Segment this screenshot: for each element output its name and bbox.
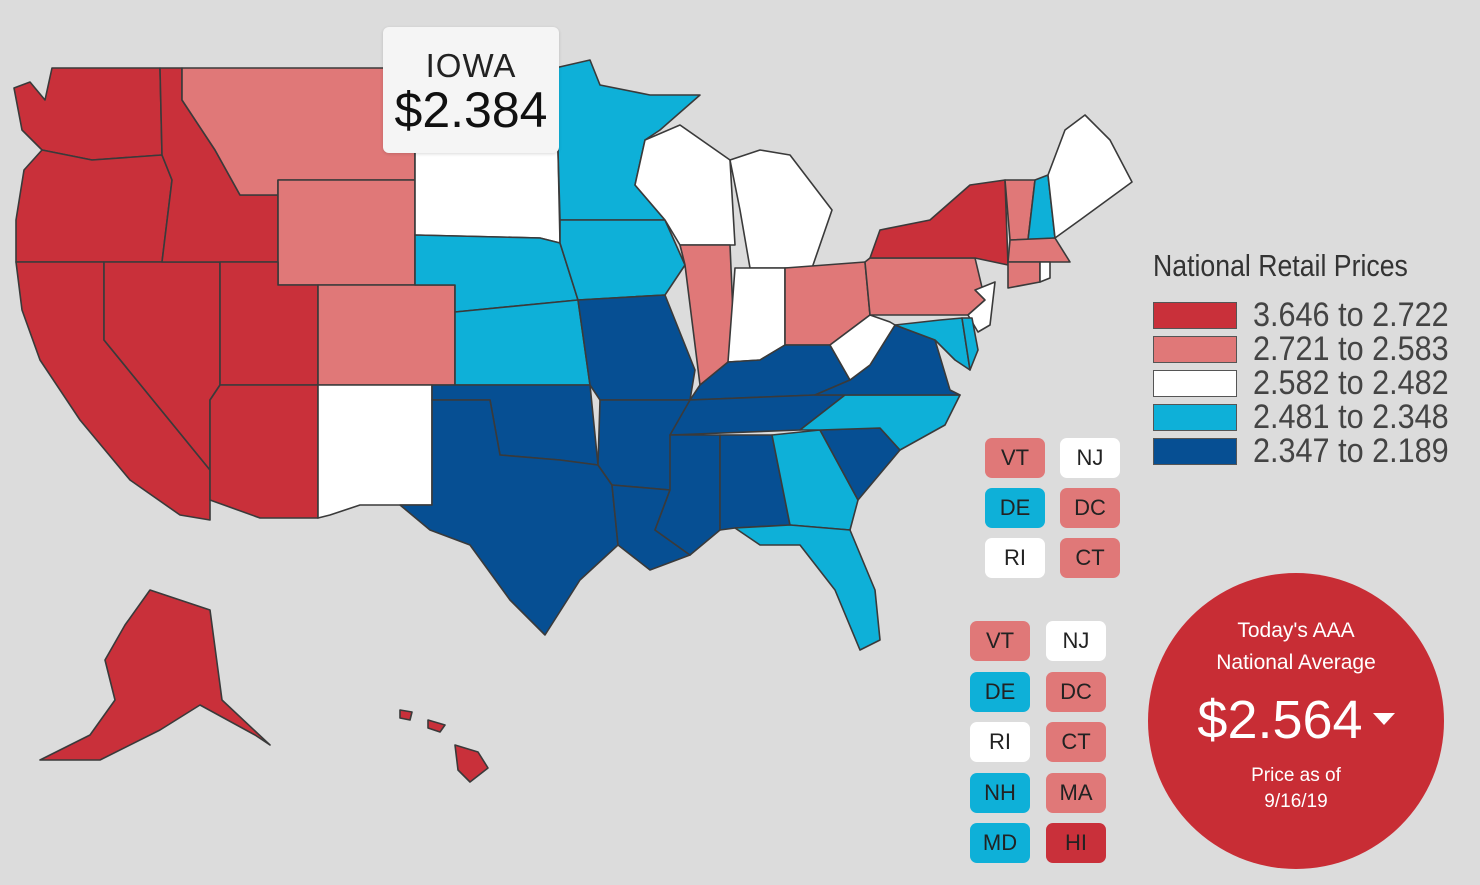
legend-row: 2.347 to 2.189 <box>1153 431 1470 470</box>
state-co[interactable] <box>317 284 456 386</box>
caret-down-icon <box>1372 712 1395 725</box>
legend-swatch <box>1153 403 1237 431</box>
state-ri[interactable] <box>1039 261 1051 283</box>
badge-line-2: National Average <box>1216 651 1376 674</box>
state-chip-vt[interactable]: VT <box>970 621 1030 661</box>
state-chip-ri[interactable]: RI <box>970 722 1030 762</box>
legend-swatch <box>1153 301 1237 329</box>
tooltip-price: $2.384 <box>394 82 548 138</box>
legend-title: National Retail Prices <box>1153 248 1408 283</box>
legend-row: 2.721 to 2.583 <box>1153 329 1470 368</box>
state-de[interactable] <box>961 317 979 371</box>
state-ak[interactable] <box>39 589 271 761</box>
state-mn[interactable] <box>554 59 701 221</box>
legend-swatch <box>1153 335 1237 363</box>
legend-label: 3.646 to 2.722 <box>1253 295 1449 334</box>
state-fl[interactable] <box>734 524 881 651</box>
state-chip-de[interactable]: DE <box>985 488 1045 528</box>
state-mi[interactable] <box>729 149 833 269</box>
legend-row: 2.582 to 2.482 <box>1153 363 1470 402</box>
state-az[interactable] <box>209 384 319 519</box>
badge-date: 9/16/19 <box>1264 791 1328 812</box>
state-chip-ct[interactable]: CT <box>1046 722 1106 762</box>
state-ct[interactable] <box>1007 261 1041 289</box>
state-in[interactable] <box>727 267 786 363</box>
state-chip-nh[interactable]: NH <box>970 772 1030 813</box>
state-ks[interactable] <box>454 299 591 386</box>
legend-swatch <box>1153 437 1237 465</box>
state-sd[interactable] <box>414 149 561 244</box>
state-chip-nj[interactable]: NJ <box>1046 621 1106 661</box>
state-chip-dc[interactable]: DC <box>1060 488 1120 528</box>
state-wa[interactable] <box>13 67 163 161</box>
state-nm[interactable] <box>317 384 433 519</box>
state-ma[interactable] <box>1007 237 1071 263</box>
state-tooltip: IOWA $2.384 <box>383 27 559 153</box>
state-chip-ri[interactable]: RI <box>985 538 1045 578</box>
state-me[interactable] <box>1047 114 1133 239</box>
state-hi[interactable] <box>399 709 489 783</box>
national-average-price: $2.564 <box>1148 689 1444 751</box>
state-tx[interactable] <box>399 399 619 636</box>
state-chip-md[interactable]: MD <box>970 823 1030 863</box>
state-chip-hi[interactable]: HI <box>1046 823 1106 863</box>
tooltip-state-name: IOWA <box>425 47 517 84</box>
legend-label: 2.721 to 2.583 <box>1253 329 1449 368</box>
state-ga[interactable] <box>771 429 859 531</box>
price-legend: National Retail Prices 3.646 to 2.722 2.7… <box>1153 248 1470 470</box>
legend-row: 3.646 to 2.722 <box>1153 295 1470 334</box>
legend-swatch <box>1153 369 1237 397</box>
badge-price-value: $2.564 <box>1197 690 1363 750</box>
state-wy[interactable] <box>277 179 416 286</box>
state-pa[interactable] <box>864 257 986 316</box>
legend-label: 2.582 to 2.482 <box>1253 363 1449 402</box>
state-ny[interactable] <box>869 179 1009 266</box>
legend-row: 2.481 to 2.348 <box>1153 397 1470 436</box>
legend-label: 2.347 to 2.189 <box>1253 431 1449 470</box>
state-ia[interactable] <box>559 219 686 301</box>
badge-date-label: Price as of <box>1251 765 1341 786</box>
state-chip-nj[interactable]: NJ <box>1060 438 1120 478</box>
state-chip-vt[interactable]: VT <box>985 438 1045 478</box>
badge-line-1: Today's AAA <box>1237 619 1355 642</box>
state-chip-ct[interactable]: CT <box>1060 538 1120 578</box>
state-chip-ma[interactable]: MA <box>1046 772 1106 813</box>
state-mo[interactable] <box>577 294 696 401</box>
state-or[interactable] <box>15 149 173 263</box>
state-chip-dc[interactable]: DC <box>1046 671 1106 712</box>
legend-label: 2.481 to 2.348 <box>1253 397 1449 436</box>
national-average-badge: Today's AAA National Average $2.564 Pric… <box>1148 573 1444 869</box>
state-nj[interactable] <box>967 281 996 333</box>
state-chip-de[interactable]: DE <box>970 671 1030 712</box>
